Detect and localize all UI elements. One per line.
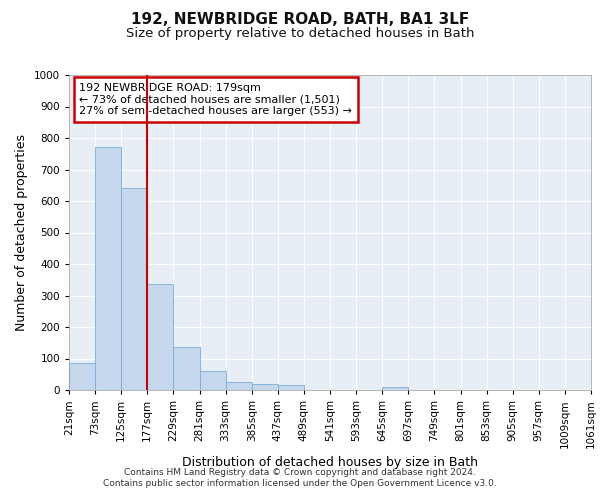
Bar	[252, 384, 278, 390]
Text: 192 NEWBRIDGE ROAD: 179sqm
← 73% of detached houses are smaller (1,501)
27% of s: 192 NEWBRIDGE ROAD: 179sqm ← 73% of deta…	[79, 83, 352, 116]
Bar	[199, 371, 226, 390]
Bar	[278, 386, 304, 390]
Bar	[121, 188, 148, 390]
X-axis label: Distribution of detached houses by size in Bath: Distribution of detached houses by size …	[182, 456, 478, 469]
Text: 192, NEWBRIDGE ROAD, BATH, BA1 3LF: 192, NEWBRIDGE ROAD, BATH, BA1 3LF	[131, 12, 469, 28]
Y-axis label: Number of detached properties: Number of detached properties	[15, 134, 28, 331]
Bar	[69, 363, 95, 390]
Bar	[226, 382, 252, 390]
Bar	[173, 348, 199, 390]
Bar	[148, 284, 173, 390]
Text: Contains HM Land Registry data © Crown copyright and database right 2024.
Contai: Contains HM Land Registry data © Crown c…	[103, 468, 497, 487]
Text: Size of property relative to detached houses in Bath: Size of property relative to detached ho…	[126, 28, 474, 40]
Bar	[382, 387, 409, 390]
Bar	[95, 148, 121, 390]
